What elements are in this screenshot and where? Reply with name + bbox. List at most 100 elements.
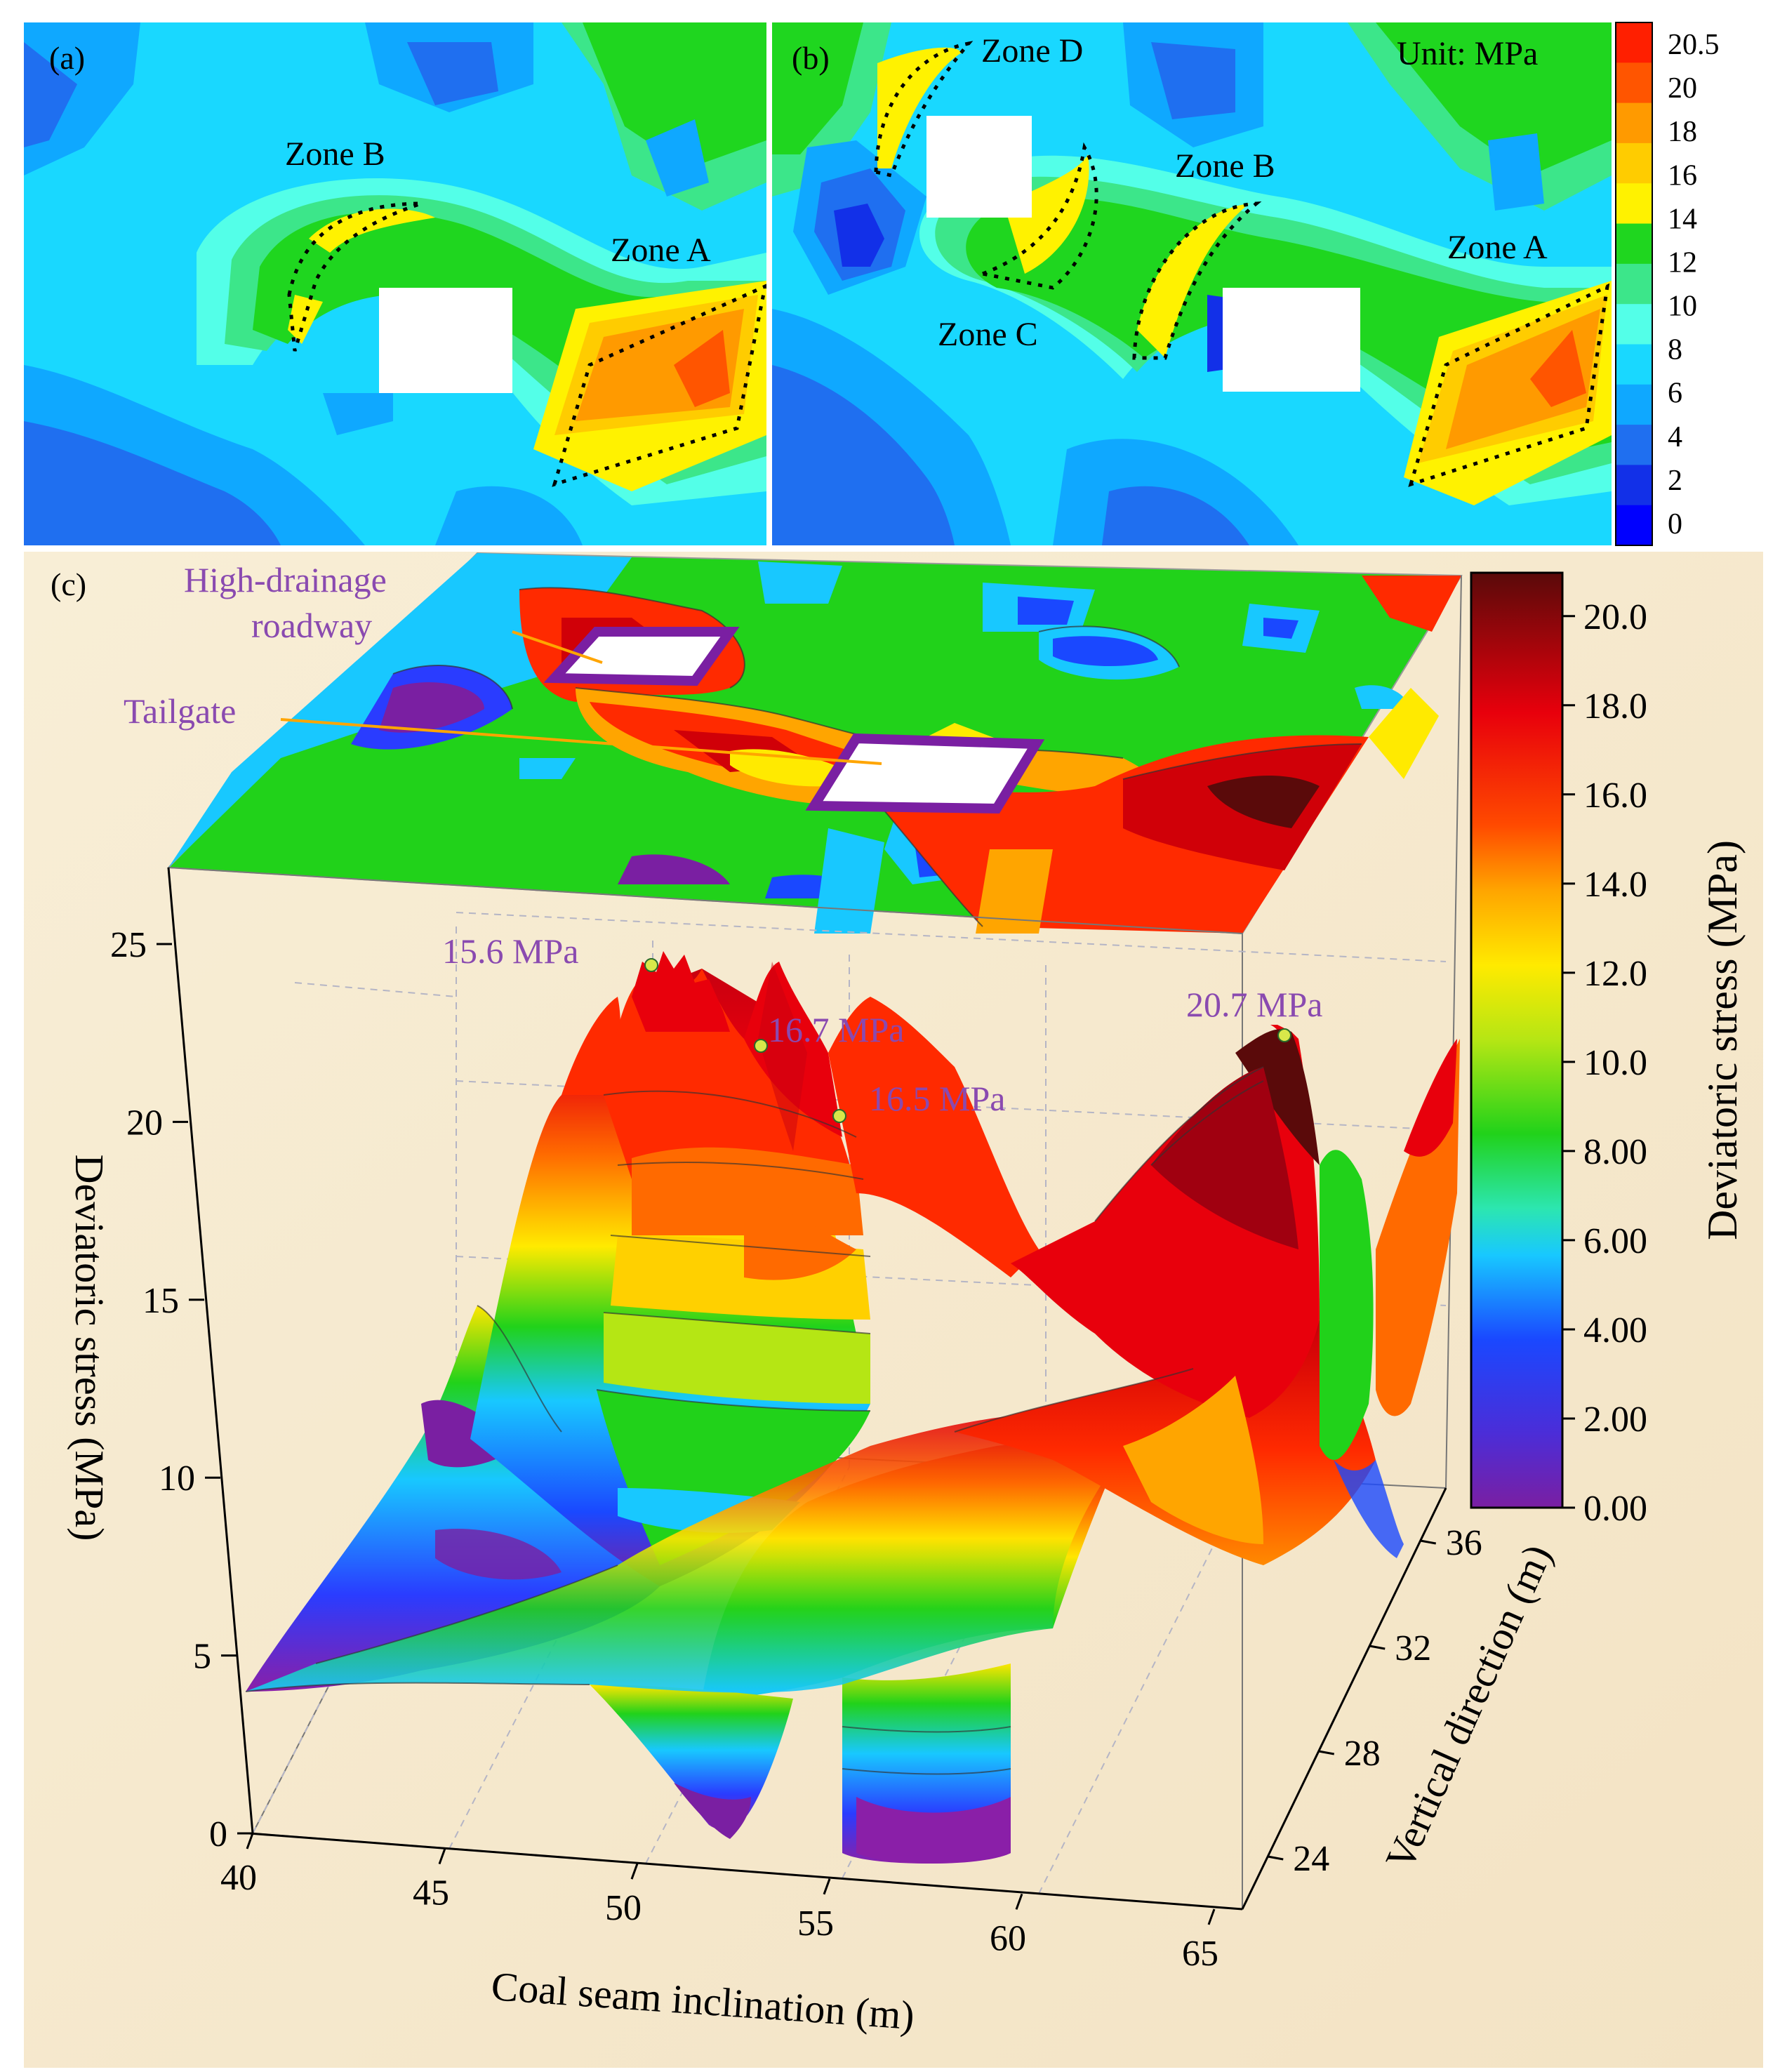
zone-a-label-b: Zone A xyxy=(1447,229,1548,266)
legend-ab-swatch xyxy=(1616,183,1652,225)
z-axis-tick-label: 15 xyxy=(142,1281,179,1321)
z-axis-title: Deviatoric stress (MPa) xyxy=(67,1155,112,1541)
legend-ab-swatch xyxy=(1616,142,1652,184)
legend-ab-swatch xyxy=(1616,263,1652,305)
panel-c: (c) xyxy=(24,552,1763,2068)
high-drainage-label-line2: roadway xyxy=(251,606,372,645)
z-axis-tick-label: 5 xyxy=(193,1637,211,1677)
z-axis-tick-label: 20 xyxy=(126,1103,163,1143)
peak-marker-2 xyxy=(754,1039,768,1053)
legend-ab-tick-label: 16 xyxy=(1668,159,1697,192)
y-axis-tick-label: 24 xyxy=(1293,1839,1329,1879)
legend-ab-swatch xyxy=(1616,223,1652,265)
panel-b-label: (b) xyxy=(792,40,830,76)
tailgate-outline xyxy=(805,733,1045,814)
z-axis-line xyxy=(167,867,254,1834)
legend-ab-swatch xyxy=(1616,505,1652,546)
peak-label-1: 15.6 MPa xyxy=(442,931,578,971)
y-axis-line xyxy=(1241,1487,1447,1910)
zone-a-outline-b xyxy=(1408,283,1610,487)
zone-a-outline-a xyxy=(552,284,766,487)
y-axis-tick xyxy=(1318,1750,1335,1755)
peak-label-2: 16.7 MPa xyxy=(768,1010,904,1049)
x-axis-tick xyxy=(630,1863,639,1880)
legend-ab-tick-label: 0 xyxy=(1668,508,1682,540)
y-axis-tick-label: 36 xyxy=(1446,1523,1482,1563)
zone-b-outline-b xyxy=(1132,201,1262,360)
colorbar-c-tick-label: 14.0 xyxy=(1583,865,1647,905)
x-axis-tick-label: 55 xyxy=(797,1904,834,1944)
stress-surface-3d xyxy=(245,951,1460,1864)
x-axis-tick-label: 45 xyxy=(413,1873,449,1913)
peak-label-4: 20.7 MPa xyxy=(1186,985,1322,1024)
high-drainage-label-line1: High-drainage xyxy=(184,560,387,599)
x-axis: 40 45 50 55 60 65 xyxy=(220,1832,1243,1974)
y-axis-tick-label: 28 xyxy=(1344,1734,1381,1774)
colorbar-c-tick-label: 2.00 xyxy=(1583,1400,1647,1440)
panel-a-contour-map xyxy=(24,22,766,545)
colorbar-c-tick-label: 0.00 xyxy=(1583,1489,1647,1529)
x-axis-tick-label: 65 xyxy=(1182,1934,1218,1974)
colorbar-c-tick-label: 6.00 xyxy=(1583,1221,1647,1261)
colorbar-c-title: Deviatoric stress (MPa) xyxy=(1699,840,1746,1240)
x-axis-tick xyxy=(1207,1908,1216,1925)
y-axis-tick xyxy=(1420,1539,1437,1545)
colorbar-c-ticks: 20.0 18.0 16.0 14.0 12.0 10.0 8.00 6.00 4.00 2.00… xyxy=(1562,597,1647,1529)
zone-c-label: Zone C xyxy=(938,316,1038,353)
roadway-opening-a xyxy=(379,288,512,393)
peak-label-3: 16.5 MPa xyxy=(869,1079,1005,1118)
panel-b-contour-map xyxy=(772,22,1612,545)
z-axis: 0 5 10 15 20 25 xyxy=(110,867,254,1854)
colorbar-c-tick-label: 18.0 xyxy=(1583,686,1647,726)
legend-ab-tick-label: 20 xyxy=(1668,72,1697,105)
peak-marker-4 xyxy=(1277,1028,1291,1042)
legend-ab-swatch xyxy=(1616,62,1652,104)
x-axis-tick-label: 40 xyxy=(220,1858,257,1898)
high-drainage-opening-b xyxy=(926,116,1032,218)
zone-c-outline xyxy=(976,142,1098,290)
high-drainage-leader-line xyxy=(512,630,603,664)
colorbar-c-tick-label: 16.0 xyxy=(1583,776,1647,816)
legend-ab-tick-label: 18 xyxy=(1668,116,1697,148)
zone-d-label: Zone D xyxy=(981,32,1083,69)
peak-marker-1 xyxy=(644,958,658,972)
x-axis-line xyxy=(248,1832,1243,1911)
legend-ab-tick-label: 6 xyxy=(1668,378,1682,410)
legend-ab-tick-label: 10 xyxy=(1668,291,1697,323)
zone-a-label-a: Zone A xyxy=(611,232,711,269)
high-drainage-roadway-outline xyxy=(543,627,740,686)
panel-a-label: (a) xyxy=(49,40,85,76)
x-axis-tick xyxy=(246,1833,254,1849)
tailgate-label: Tailgate xyxy=(124,691,236,731)
y-axis: 24 28 32 36 xyxy=(1241,1487,1482,1910)
legend-ab-swatch xyxy=(1616,22,1652,63)
legend-ab-tick-label: 8 xyxy=(1668,334,1682,366)
zone-d-outline xyxy=(874,41,974,178)
legend-ab-swatch xyxy=(1616,102,1652,144)
panel-c-label: (c) xyxy=(51,566,86,602)
x-axis-tick-label: 50 xyxy=(605,1888,642,1928)
legend-ab-swatch xyxy=(1616,304,1652,345)
legend-ab-frame xyxy=(1615,22,1653,546)
colorbar-c-tick-label: 20.0 xyxy=(1583,597,1647,637)
legend-ab-swatch xyxy=(1616,384,1652,425)
zone-b-label-a: Zone B xyxy=(285,135,385,173)
legend-ab-swatch xyxy=(1616,465,1652,506)
colorbar-c xyxy=(1470,571,1564,1509)
x-axis-tick xyxy=(1015,1893,1023,1910)
legend-ab-tick-label: 2 xyxy=(1668,465,1682,497)
colorbar-c-tick-label: 4.00 xyxy=(1583,1310,1647,1350)
colorbar-c-tick-label: 10.0 xyxy=(1583,1043,1647,1083)
colorbar-c-tick-label: 12.0 xyxy=(1583,954,1647,994)
legend-ab-swatch xyxy=(1616,425,1652,465)
colorbar-c-tick-label: 8.00 xyxy=(1583,1132,1647,1172)
y-axis-tick xyxy=(1369,1645,1386,1650)
x-axis-tick xyxy=(823,1878,831,1895)
legend-ab-tick-label: 14 xyxy=(1668,203,1697,235)
zone-b-label-b: Zone B xyxy=(1175,147,1275,185)
tailgate-leader-line xyxy=(280,718,882,765)
z-axis-tick-label: 0 xyxy=(209,1814,227,1854)
legend-ab-tick-label: 4 xyxy=(1668,421,1682,453)
